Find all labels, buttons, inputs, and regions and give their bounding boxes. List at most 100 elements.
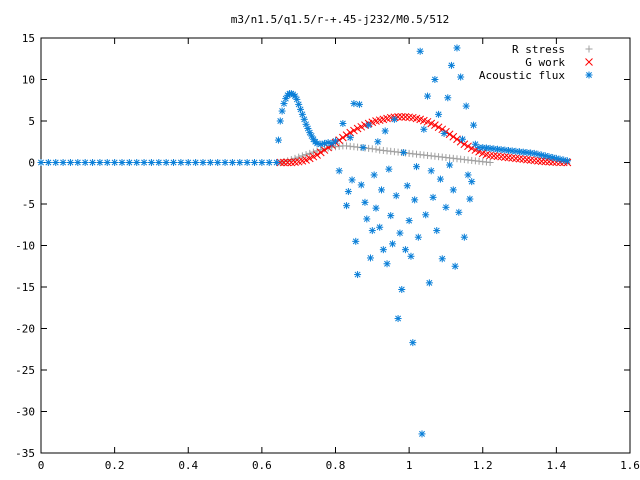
data-point	[397, 112, 406, 121]
data-point	[177, 159, 185, 166]
y-tick-label: -20	[15, 323, 35, 336]
data-point	[339, 133, 347, 142]
data-point	[440, 129, 448, 137]
data-point	[405, 113, 413, 122]
data-point	[394, 315, 402, 323]
y-tick-label: -15	[15, 281, 35, 294]
data-point	[385, 165, 393, 173]
data-point	[424, 92, 432, 100]
data-point	[449, 186, 457, 194]
x-tick-label: 0.4	[178, 459, 198, 472]
data-point	[306, 149, 314, 157]
data-point	[363, 215, 371, 223]
data-point	[435, 110, 443, 118]
data-point	[44, 159, 52, 166]
data-point	[390, 115, 398, 123]
data-point	[457, 73, 465, 81]
x-tick-label: 1.2	[473, 459, 493, 472]
data-point	[387, 212, 395, 220]
y-tick-label: -10	[15, 240, 35, 253]
data-point	[563, 157, 571, 165]
data-point	[416, 47, 424, 55]
data-point	[103, 159, 111, 166]
data-point	[401, 112, 410, 121]
series-acoustic-flux	[37, 44, 571, 438]
data-point	[464, 171, 472, 179]
legend-marker	[585, 71, 593, 79]
y-tick-label: -25	[15, 364, 35, 377]
data-point	[320, 146, 329, 154]
plot-frame	[40, 37, 631, 454]
data-point	[493, 152, 502, 161]
data-point	[265, 159, 273, 166]
data-point	[438, 255, 446, 263]
data-point	[344, 188, 352, 196]
data-point	[392, 192, 400, 200]
data-point	[515, 154, 524, 163]
x-tick-label: 1.4	[546, 459, 566, 472]
data-point	[381, 127, 389, 135]
y-tick-label: 5	[28, 115, 35, 128]
data-point	[352, 237, 360, 245]
data-point	[489, 152, 498, 160]
data-point	[389, 240, 397, 248]
data-point	[332, 137, 339, 145]
data-point	[359, 144, 367, 152]
data-point	[436, 175, 444, 183]
data-point	[379, 246, 387, 254]
data-point	[530, 156, 539, 165]
data-point	[526, 156, 535, 164]
x-tick-label: 0.2	[105, 459, 125, 472]
data-point	[464, 142, 472, 151]
x-tick-label: 1	[406, 459, 413, 472]
data-point	[378, 186, 386, 194]
data-point	[398, 285, 406, 293]
data-point	[497, 152, 506, 161]
data-point	[170, 159, 178, 166]
series-r-stress	[276, 142, 494, 166]
data-point	[407, 252, 415, 260]
data-point	[459, 135, 467, 143]
data-point	[274, 136, 282, 144]
data-point	[446, 161, 454, 169]
y-tick-label: -5	[22, 198, 35, 211]
data-point	[368, 227, 376, 235]
data-point	[512, 154, 520, 163]
data-point	[429, 193, 437, 201]
series-layer	[37, 44, 572, 438]
data-point	[276, 117, 284, 125]
data-point	[519, 155, 528, 164]
data-point	[366, 254, 374, 262]
data-point	[455, 208, 463, 216]
data-point	[66, 159, 74, 166]
data-point	[411, 196, 419, 204]
data-point	[74, 159, 82, 166]
data-point	[365, 121, 373, 129]
data-point	[111, 159, 119, 166]
data-point	[199, 159, 207, 166]
x-tick-label: 0.8	[326, 459, 346, 472]
data-point	[346, 134, 354, 142]
data-point	[504, 153, 513, 162]
data-point	[357, 181, 365, 189]
data-point	[133, 159, 141, 166]
data-point	[409, 339, 417, 347]
data-point	[523, 155, 531, 164]
data-point	[89, 159, 97, 166]
data-point	[206, 159, 214, 166]
data-point	[283, 158, 292, 167]
data-point	[372, 145, 380, 153]
y-tick-label: -30	[15, 406, 35, 419]
data-point	[280, 158, 288, 167]
data-point	[396, 229, 404, 237]
data-point	[400, 149, 408, 157]
y-tick-label: 15	[22, 32, 35, 45]
axes: 0 0.2 0.4 0.6 0.8 1 1.2 1.4 1.6 15 10 5 0 -5 -10 -15 -20…	[15, 32, 640, 472]
data-point	[221, 159, 229, 166]
data-point	[155, 159, 163, 166]
data-point	[422, 211, 430, 219]
data-point	[442, 203, 450, 211]
data-point	[258, 159, 266, 166]
data-point	[534, 156, 542, 165]
data-point	[354, 271, 362, 279]
